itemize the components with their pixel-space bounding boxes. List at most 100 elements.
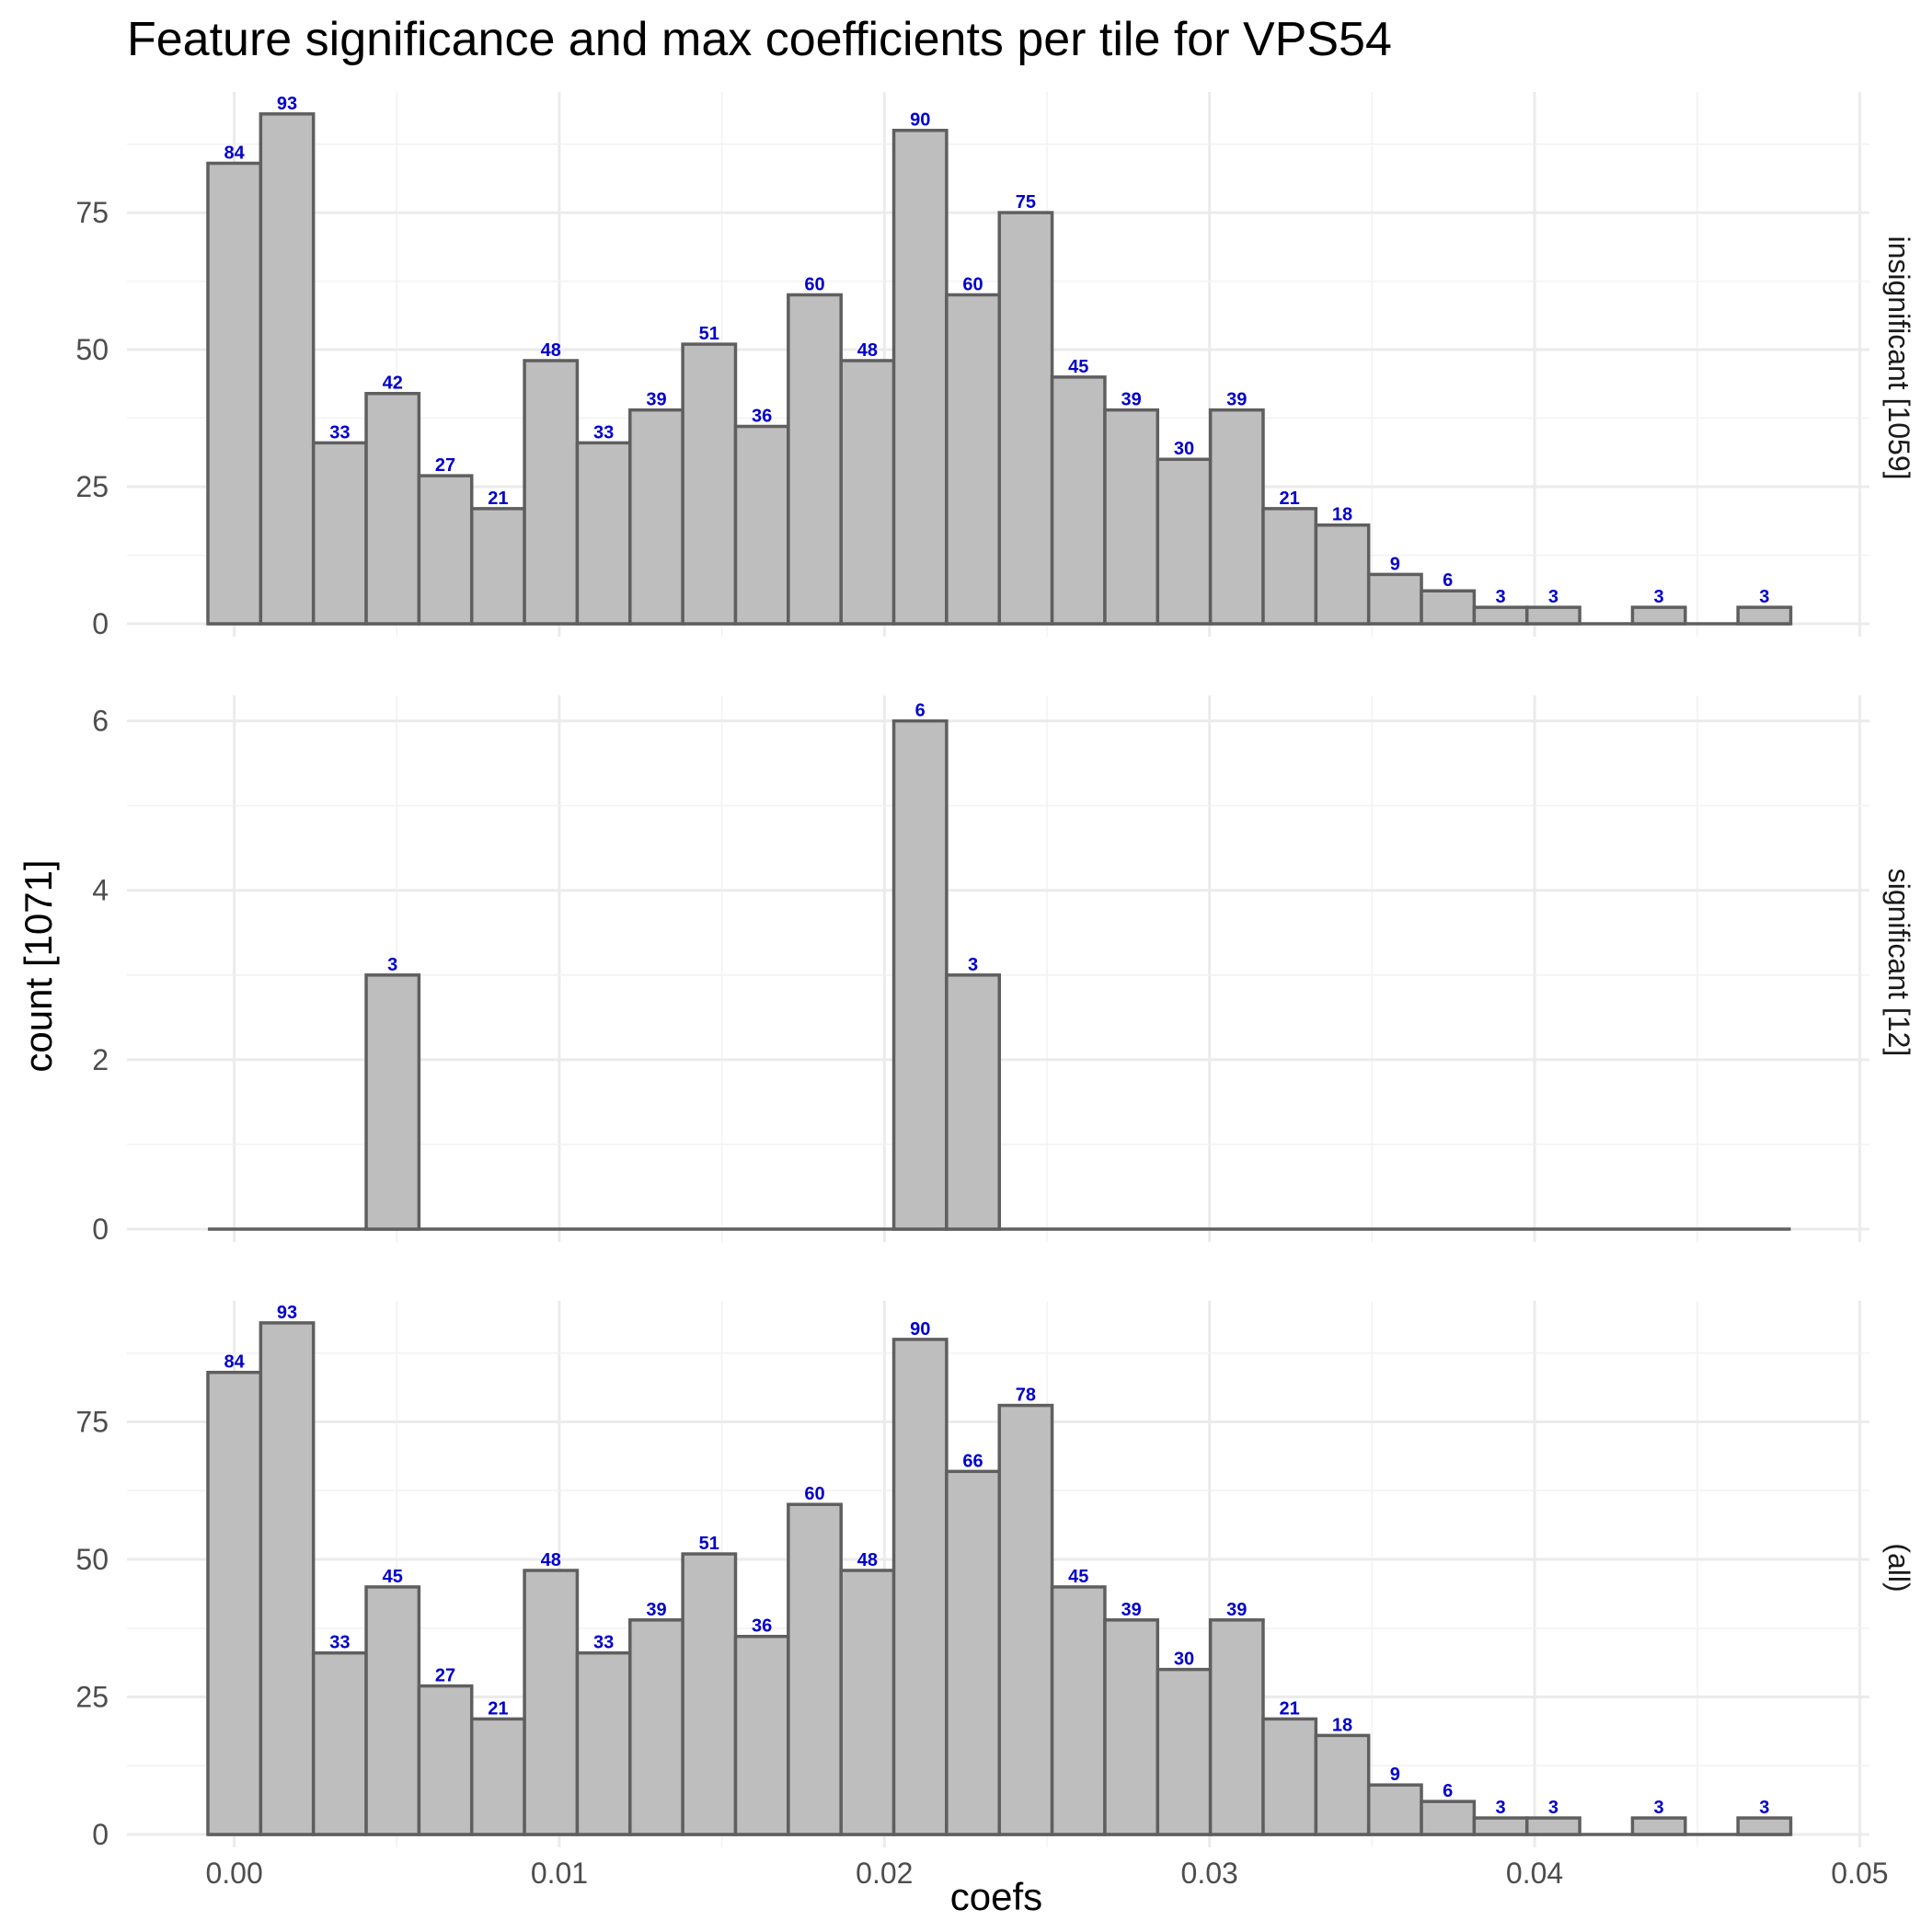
bar-count-label: 3 xyxy=(1495,1798,1505,1818)
bar-count-label: 3 xyxy=(387,955,397,975)
x-tick-label: 0.03 xyxy=(1181,1857,1238,1890)
bar-count-label: 6 xyxy=(1443,1781,1453,1801)
histogram-bar xyxy=(1630,605,1687,626)
histogram-bar xyxy=(1366,1783,1423,1836)
histogram-bar xyxy=(1156,1667,1213,1836)
bar-count-label: 39 xyxy=(646,1600,666,1620)
bar-count-label: 33 xyxy=(329,1633,350,1653)
histogram-bar xyxy=(1736,1816,1793,1836)
histogram-bar xyxy=(945,973,1001,1231)
bar-count-label: 48 xyxy=(541,1550,561,1570)
histogram-bar xyxy=(523,359,580,626)
histogram-bar xyxy=(733,424,790,626)
histogram-bar xyxy=(787,1502,843,1836)
histogram-bar xyxy=(364,973,421,1231)
histogram-bar xyxy=(1524,605,1581,626)
bar-count-label: 45 xyxy=(1068,1567,1088,1587)
bar-count-label: 45 xyxy=(1068,357,1088,377)
facet-strip-label: significant [12] xyxy=(1882,868,1915,1057)
bar-count-label: 60 xyxy=(962,274,983,294)
histogram-bar xyxy=(733,1634,790,1836)
bar-count-label: 60 xyxy=(804,274,824,294)
histogram-bar xyxy=(1472,1816,1529,1836)
bar-count-label: 48 xyxy=(541,340,561,361)
bar-count-label: 48 xyxy=(857,340,878,361)
histogram-bar xyxy=(787,293,843,626)
bar-count-label: 39 xyxy=(646,390,666,410)
histogram-bar xyxy=(945,293,1001,626)
histogram-bar xyxy=(364,391,421,626)
histogram-bar xyxy=(1050,375,1107,626)
bar-count-label: 66 xyxy=(962,1451,983,1471)
y-tick-label: 0 xyxy=(92,1213,109,1246)
bar-count-label: 6 xyxy=(1443,570,1453,591)
histogram-bar xyxy=(311,1650,368,1836)
x-axis: 0.00 0.01 0.02 0.03 0.04 0.05 xyxy=(205,1857,1888,1890)
histogram-bar xyxy=(997,1403,1054,1836)
bar-count-label: 18 xyxy=(1332,1715,1352,1735)
histogram-bar xyxy=(417,474,474,626)
x-tick-label: 0.04 xyxy=(1506,1857,1563,1890)
bar-count-label: 39 xyxy=(1226,1600,1247,1620)
histogram-bar xyxy=(1156,457,1213,626)
histogram-bar xyxy=(1261,507,1318,626)
y-tick-label: 75 xyxy=(75,196,109,229)
histogram-bar xyxy=(575,441,632,626)
histogram-bar xyxy=(259,112,316,626)
x-tick-label: 0.00 xyxy=(205,1857,262,1890)
histogram-bar xyxy=(891,719,949,1231)
x-axis-title: coefs xyxy=(950,1875,1042,1918)
bar-count-label: 51 xyxy=(699,324,719,344)
histogram-bar xyxy=(628,1618,684,1836)
histogram-bar xyxy=(891,128,949,626)
bar-count-label: 45 xyxy=(383,1567,403,1587)
bar-count-label: 48 xyxy=(857,1550,878,1570)
histogram-bar xyxy=(1103,1618,1160,1836)
bar-count-label: 27 xyxy=(435,1666,455,1686)
y-tick-label: 25 xyxy=(75,470,109,503)
histogram-bar xyxy=(1103,408,1160,626)
y-tick-label: 6 xyxy=(92,705,109,738)
y-tick-label: 75 xyxy=(75,1406,109,1439)
bar-count-label: 93 xyxy=(277,94,297,114)
facet-strip-label: insignificant [1059] xyxy=(1882,236,1915,479)
histogram-bar xyxy=(1208,1618,1265,1836)
histogram-bar xyxy=(681,342,738,626)
bar-count-label: 18 xyxy=(1332,505,1352,525)
bar-count-label: 3 xyxy=(1495,587,1505,607)
bar-count-label: 84 xyxy=(224,143,246,163)
bar-count-label: 33 xyxy=(593,422,614,443)
bar-count-label: 21 xyxy=(1280,489,1300,509)
bar-count-label: 36 xyxy=(752,1616,772,1637)
facet-panel-2: 0 2 4 6 3 6 3 significant [12] xyxy=(92,696,1915,1246)
y-tick-label: 2 xyxy=(92,1043,109,1076)
bar-count-label: 9 xyxy=(1390,1765,1400,1785)
bar-count-label: 27 xyxy=(435,455,455,476)
bar-count-label: 39 xyxy=(1121,1600,1141,1620)
facet-panel-3: 0255075849333452721483339513660489066784… xyxy=(75,1301,1915,1851)
facet-strip-label: (all) xyxy=(1882,1543,1915,1592)
bar-count-label: 30 xyxy=(1174,439,1194,459)
bar-count-label: 3 xyxy=(1548,587,1558,607)
bar-count-label: 33 xyxy=(593,1633,614,1653)
bar-count-label: 39 xyxy=(1226,390,1247,410)
bar-count-label: 42 xyxy=(383,374,403,394)
bar-count-label: 39 xyxy=(1121,390,1141,410)
y-tick-label: 25 xyxy=(75,1681,109,1714)
histogram-bar xyxy=(259,1321,316,1836)
histogram-bar xyxy=(206,1370,263,1836)
histogram-bar xyxy=(1736,605,1793,626)
histogram-bar xyxy=(628,408,684,626)
histogram-bar xyxy=(681,1552,738,1836)
x-tick-label: 0.02 xyxy=(856,1857,913,1890)
bar-count-label: 33 xyxy=(329,422,350,443)
histogram-bar xyxy=(206,161,263,626)
histogram-bar xyxy=(523,1569,580,1836)
facet-panels: 0255075849333422721483339513660489060754… xyxy=(75,92,1915,1851)
bar-count-label: 60 xyxy=(804,1484,824,1504)
y-tick-label: 0 xyxy=(92,1818,109,1851)
bar-count-label: 30 xyxy=(1174,1650,1194,1670)
bar-count-label: 90 xyxy=(910,110,930,131)
histogram-bar xyxy=(417,1684,474,1836)
